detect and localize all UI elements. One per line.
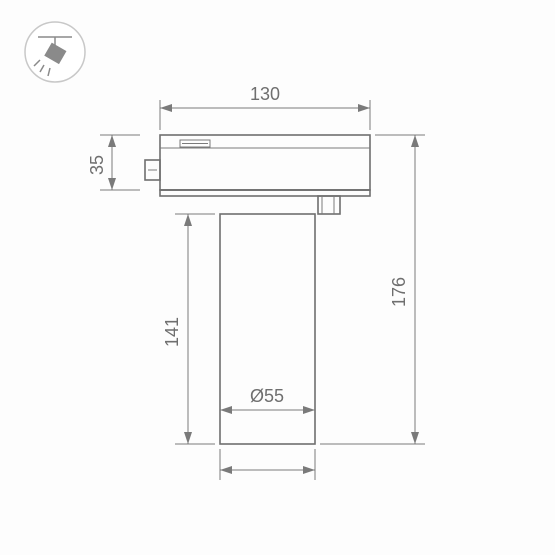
dimension-left-141-label: 141 <box>162 317 182 347</box>
spotlight-icon <box>25 22 85 82</box>
dimension-diameter-label: Ø55 <box>250 386 284 406</box>
dimension-right-176-label: 176 <box>389 277 409 307</box>
dimension-right-176: 176 <box>320 135 425 444</box>
dimension-left-141: 141 <box>162 214 215 444</box>
dimension-top-width: 130 <box>160 84 370 130</box>
dimension-top-width-label: 130 <box>250 84 280 104</box>
dimension-left-35: 35 <box>87 135 140 190</box>
dimension-drawing: 130 35 141 176 Ø55 <box>0 0 555 555</box>
dimension-diameter: Ø55 <box>220 386 315 480</box>
dimension-left-35-label: 35 <box>87 155 107 175</box>
